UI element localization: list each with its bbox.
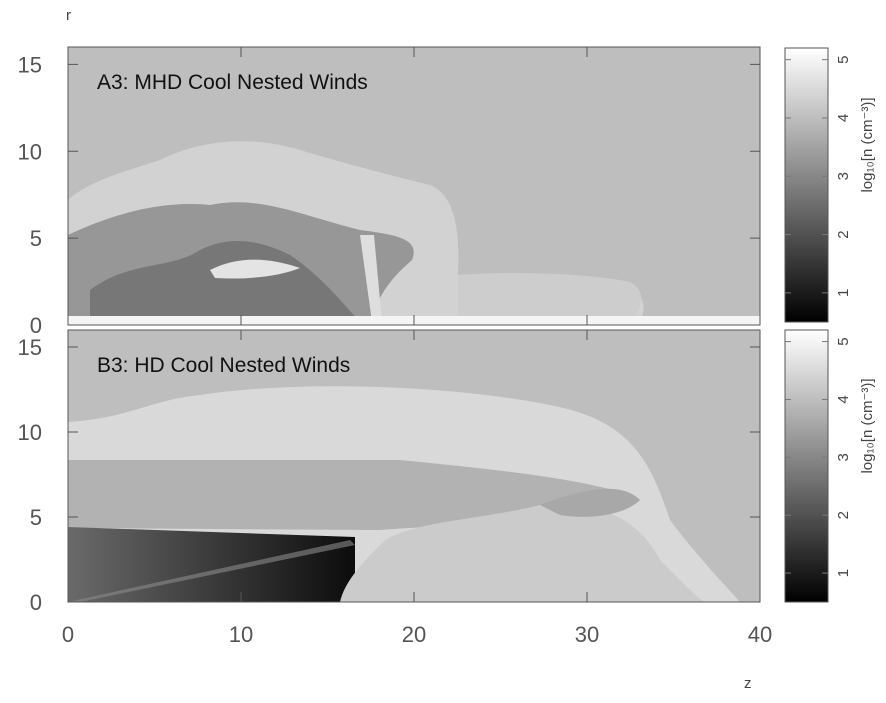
y-tick-label: 5 <box>30 505 42 530</box>
x-axis-label: z <box>744 675 752 692</box>
colorbar-tick-label: 4 <box>835 395 852 403</box>
colorbar-tick-label: 2 <box>835 230 852 238</box>
colorbar-tick-label: 3 <box>835 453 852 461</box>
y-tick-label: 15 <box>18 335 42 360</box>
density-image <box>68 47 760 325</box>
colorbar-tick-label: 1 <box>835 569 852 577</box>
y-tick-label: 5 <box>30 226 42 251</box>
y-tick-label: 10 <box>18 139 42 164</box>
y-tick-label: 0 <box>30 590 42 615</box>
colorbar-tick-label: 5 <box>835 55 852 63</box>
y-axis-label: r <box>66 7 71 24</box>
colorbar-label: log₁₀[n (cm⁻³)] <box>859 97 876 192</box>
y-tick-label: 10 <box>18 420 42 445</box>
colorbar-tick-label: 4 <box>835 114 852 122</box>
x-tick-label: 10 <box>229 622 253 647</box>
x-tick-label: 40 <box>748 622 772 647</box>
y-tick-label: 15 <box>18 52 42 77</box>
panel-title: B3: HD Cool Nested Winds <box>97 354 350 377</box>
colorbar <box>784 47 829 323</box>
colorbar-label: log₁₀[n (cm⁻³)] <box>859 378 876 473</box>
colorbar-tick-label: 2 <box>835 511 852 519</box>
colorbar-tick-label: 1 <box>835 289 852 297</box>
colorbar <box>784 329 829 603</box>
panel-title: A3: MHD Cool Nested Winds <box>97 71 368 94</box>
x-tick-label: 30 <box>575 622 599 647</box>
y-tick-label: 0 <box>30 313 42 338</box>
colorbar-tick-label: 5 <box>835 337 852 345</box>
density-image <box>68 330 760 602</box>
colorbar-tick-label: 3 <box>835 172 852 180</box>
x-tick-label: 20 <box>402 622 426 647</box>
x-tick-label: 0 <box>62 622 74 647</box>
